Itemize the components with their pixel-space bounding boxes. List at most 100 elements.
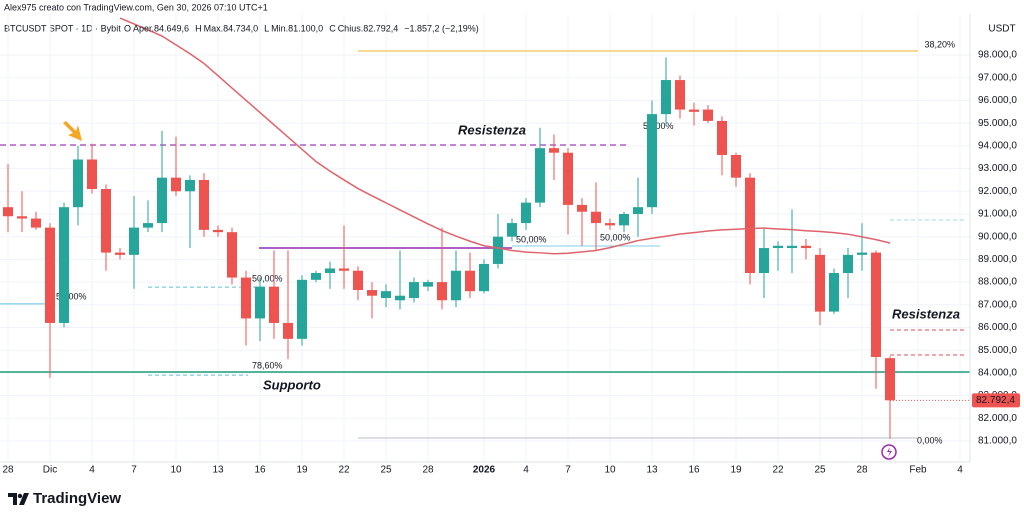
candle-body	[255, 286, 265, 319]
candle-body	[241, 277, 251, 319]
candle-body	[17, 216, 27, 219]
candle-body	[675, 80, 685, 110]
level-label: 38,20%	[924, 39, 955, 49]
moving-average	[119, 17, 891, 255]
x-tick-label: 28	[422, 465, 434, 476]
y-tick-label: 90.000,0	[978, 231, 1017, 242]
ohlc-legend: Chius.82.792,4	[338, 23, 399, 33]
y-tick-label: 82.000,0	[978, 413, 1017, 424]
ohlc-legend: O	[124, 23, 131, 33]
x-tick-label: 13	[212, 465, 224, 476]
event-icon	[887, 447, 892, 457]
candle-body	[871, 252, 881, 358]
x-tick-label: 10	[604, 465, 616, 476]
candle-body	[143, 223, 153, 228]
candle-body	[829, 273, 839, 312]
x-tick-label: 2026	[473, 465, 496, 476]
candle-body	[535, 148, 545, 203]
level-label: 50,00%	[252, 273, 283, 283]
y-tick-label: 88.000,0	[978, 277, 1017, 288]
y-tick-label: 84.000,0	[978, 368, 1017, 379]
ohlc-legend: C	[329, 23, 336, 33]
y-tick-label: 87.000,0	[978, 299, 1017, 310]
candle-body	[339, 268, 349, 271]
x-tick-label: 7	[565, 465, 571, 476]
candle-body	[87, 159, 97, 190]
candle-body	[507, 223, 517, 237]
candle-body	[115, 252, 125, 255]
candle-body	[171, 177, 181, 192]
candle-body	[843, 254, 853, 274]
candle-body	[731, 154, 741, 178]
plot: 38,20% 50,00% 50,00% 78,60% 50,00% 50,00% 50,0…	[0, 14, 970, 462]
currency: USDT	[988, 24, 1015, 35]
candle-body	[619, 213, 629, 226]
ohlc-legend: Aper.84.649,6	[133, 23, 189, 33]
y-tick-label: 85.000,0	[978, 345, 1017, 356]
candle-body	[745, 177, 755, 274]
candle-body	[493, 236, 503, 264]
brand: TradingView	[33, 490, 121, 507]
y-tick-label: 95.000,0	[978, 118, 1017, 129]
candle-body	[45, 227, 55, 323]
brand-logo	[8, 493, 29, 505]
x-tick-label: 22	[772, 465, 784, 476]
x-tick-label: 16	[688, 465, 700, 476]
candle-body	[521, 202, 531, 224]
y-tick-label: 91.000,0	[978, 209, 1017, 220]
candle-body	[661, 80, 671, 115]
candle-body	[423, 282, 433, 287]
ohlc-legend: L	[264, 23, 269, 33]
level-label: 50,00%	[56, 291, 87, 301]
candle-body	[465, 270, 475, 292]
x-tick-label: 25	[814, 465, 826, 476]
candle-body	[381, 291, 391, 298]
candle-body	[31, 218, 41, 228]
level-label: 50,00%	[516, 234, 547, 244]
ohlc-legend: Max.84.734,0	[204, 23, 259, 33]
arrow-icon	[63, 121, 82, 141]
candle-body	[283, 322, 293, 339]
candle-body	[773, 245, 783, 249]
last-price-label: 82.792,4	[976, 395, 1015, 406]
y-tick-label: 96.000,0	[978, 95, 1017, 106]
candle-body	[3, 207, 13, 217]
candle-body	[367, 290, 377, 296]
y-tick-label: 89.000,0	[978, 254, 1017, 265]
candle-body	[549, 148, 559, 153]
level-label: 50,00%	[600, 232, 631, 242]
x-tick-label: Feb	[909, 465, 927, 476]
candle-body	[437, 282, 447, 301]
x-tick-label: 7	[131, 465, 137, 476]
candle-body	[395, 295, 405, 301]
y-tick-label: 94.000,0	[978, 141, 1017, 152]
candle-body	[885, 358, 895, 401]
candle-body	[269, 286, 279, 323]
ohlc-legend: −1.857,2 (−2,19%)	[404, 23, 479, 33]
x-tick-label: 4	[957, 465, 963, 476]
y-tick-label: 93.000,0	[978, 163, 1017, 174]
y-tick-label: 92.000,0	[978, 186, 1017, 197]
candle-body	[297, 279, 307, 339]
x-tick-label: 13	[646, 465, 658, 476]
candle-body	[605, 223, 615, 226]
candle-body	[787, 245, 797, 249]
level-label: 78,60%	[252, 361, 283, 371]
x-tick-label: 28	[2, 465, 14, 476]
candle-body	[311, 273, 321, 280]
credit: Alex975 creato con TradingView.com, Gen …	[4, 2, 268, 12]
candle-body	[577, 204, 587, 212]
candle-body	[815, 254, 825, 312]
candle-body	[591, 211, 601, 224]
candle-body	[213, 229, 223, 233]
candle-body	[451, 270, 461, 301]
candle-body	[73, 159, 83, 208]
level-label: Resistenza	[892, 306, 960, 321]
candle-body	[59, 207, 69, 323]
candle-body	[157, 177, 167, 224]
x-tick-label: 4	[89, 465, 95, 476]
candle-body	[857, 252, 867, 255]
candle-body	[409, 282, 419, 298]
candle-body	[759, 248, 769, 274]
last-price-tag	[972, 393, 1020, 408]
